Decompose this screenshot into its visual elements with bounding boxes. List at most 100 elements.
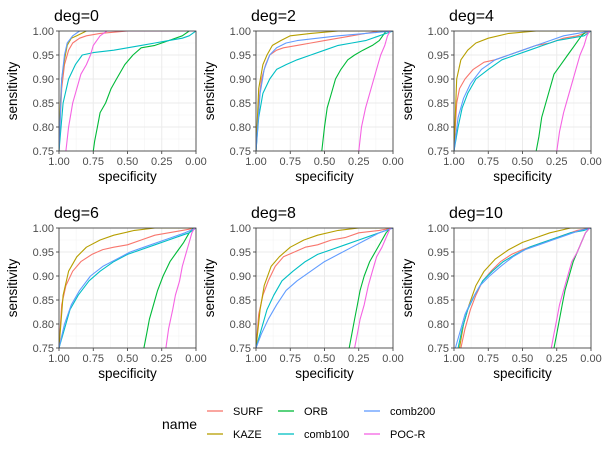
x-axis-label: specificity: [493, 169, 552, 184]
series-group: [256, 31, 393, 151]
x-tick-label: 0.50: [117, 353, 138, 365]
y-tick-label: 0.85: [428, 98, 449, 110]
x-tick-label: 0.75: [478, 353, 499, 365]
facet-panel: deg=21.00 0.75 0.50 0.25 0.001.000.950.900.8…: [202, 8, 404, 184]
x-tick-label: 0.25: [348, 156, 369, 168]
x-tick-label: 0.75: [83, 353, 104, 365]
y-tick-label: 0.75: [33, 343, 54, 355]
legend-item: SURF: [207, 406, 263, 418]
legend-label: comb100: [304, 429, 349, 441]
legend-item: comb200: [364, 406, 435, 418]
y-tick-label: 0.90: [428, 74, 449, 86]
x-tick-label: 0.75: [83, 156, 104, 168]
y-tick-label: 0.75: [230, 146, 251, 158]
x-axis-label: specificity: [493, 366, 552, 381]
y-tick-label: 0.85: [33, 295, 54, 307]
y-tick-label: 1.00: [33, 26, 54, 38]
legend-item: comb100: [278, 429, 349, 441]
y-tick-label: 0.85: [33, 98, 54, 110]
y-axis-label: sensitivity: [400, 258, 415, 317]
roc-line-kaze: [454, 31, 591, 151]
x-tick-label: 0.50: [512, 353, 533, 365]
roc-line-poc-r: [556, 31, 591, 151]
roc-line-orb: [535, 31, 591, 151]
y-tick-label: 0.90: [33, 74, 54, 86]
x-tick-label: 0.75: [280, 353, 301, 365]
roc-line-comb200: [454, 31, 591, 151]
roc-line-surf: [256, 228, 393, 348]
y-tick-label: 0.85: [230, 295, 251, 307]
panel-border: [255, 227, 394, 349]
facet-panel: deg=01.00 0.75 0.50 0.25 0.001.000.950.900.8…: [5, 8, 207, 184]
x-tick-label: 1.00: [48, 156, 69, 168]
roc-line-surf: [59, 228, 196, 348]
roc-line-poc-r: [65, 31, 196, 151]
series-group: [454, 31, 591, 151]
panel-border: [453, 227, 592, 349]
y-axis-label: sensitivity: [202, 258, 217, 317]
roc-line-comb100: [454, 31, 591, 151]
y-tick-label: 1.00: [428, 26, 449, 38]
y-tick-label: 0.95: [428, 50, 449, 62]
y-axis-label: sensitivity: [5, 258, 20, 317]
y-tick-label: 1.00: [230, 26, 251, 38]
panel-border: [255, 30, 394, 152]
roc-line-comb100: [59, 31, 196, 151]
facet-panels: deg=01.00 0.75 0.50 0.25 0.001.000.950.900.8…: [5, 8, 602, 381]
y-tick-label: 0.90: [33, 271, 54, 283]
y-tick-label: 0.95: [230, 50, 251, 62]
y-tick-label: 0.75: [230, 343, 251, 355]
legend-label: comb200: [390, 406, 435, 418]
y-tick-label: 0.95: [428, 247, 449, 259]
x-tick-label: 0.75: [280, 156, 301, 168]
x-tick-label: 0.00: [580, 156, 601, 168]
y-tick-label: 1.00: [33, 223, 54, 235]
legend-title: name: [162, 416, 197, 432]
roc-line-kaze: [256, 228, 393, 348]
series-group: [59, 31, 196, 151]
roc-line-orb: [92, 31, 196, 151]
y-tick-label: 0.80: [33, 122, 54, 134]
y-tick-label: 1.00: [428, 223, 449, 235]
x-tick-label: 0.00: [185, 156, 206, 168]
x-axis-label: specificity: [295, 169, 354, 184]
series-group: [454, 228, 591, 348]
x-tick-label: 0.00: [382, 353, 403, 365]
x-tick-label: 1.00: [443, 353, 464, 365]
roc-line-comb200: [59, 228, 196, 348]
roc-line-comb200: [256, 31, 393, 151]
roc-line-comb100: [256, 31, 393, 151]
facet-panel: deg=81.00 0.75 0.50 0.25 0.001.000.950.900.8…: [202, 205, 404, 381]
roc-line-poc-r: [358, 31, 393, 151]
x-tick-label: 1.00: [48, 353, 69, 365]
x-tick-label: 0.25: [151, 353, 172, 365]
roc-line-kaze: [59, 228, 196, 348]
roc-line-comb100: [59, 228, 196, 348]
panel-title: deg=10: [449, 205, 503, 222]
x-axis-label: specificity: [98, 366, 157, 381]
y-tick-label: 0.80: [230, 319, 251, 331]
y-tick-label: 0.80: [428, 122, 449, 134]
panel-title: deg=0: [54, 8, 99, 25]
y-tick-label: 0.75: [428, 343, 449, 355]
roc-line-poc-r: [165, 228, 196, 348]
panel-border: [453, 30, 592, 152]
y-tick-label: 0.90: [428, 271, 449, 283]
panel-title: deg=4: [449, 8, 494, 25]
x-tick-label: 0.00: [580, 353, 601, 365]
facet-panel: deg=41.00 0.75 0.50 0.25 0.001.000.950.900.8…: [400, 8, 602, 184]
panel-title: deg=2: [251, 8, 296, 25]
y-tick-label: 0.90: [230, 74, 251, 86]
legend-label: KAZE: [233, 429, 262, 441]
x-tick-label: 1.00: [443, 156, 464, 168]
x-tick-label: 0.25: [348, 353, 369, 365]
x-tick-label: 0.25: [151, 156, 172, 168]
roc-line-comb200: [256, 228, 393, 348]
y-tick-label: 0.85: [428, 295, 449, 307]
panel-border: [58, 30, 197, 152]
y-axis-label: sensitivity: [5, 61, 20, 120]
roc-line-orb: [321, 31, 393, 151]
facet-panel: deg=61.00 0.75 0.50 0.25 0.001.000.950.900.8…: [5, 205, 207, 381]
y-axis-label: sensitivity: [202, 61, 217, 120]
